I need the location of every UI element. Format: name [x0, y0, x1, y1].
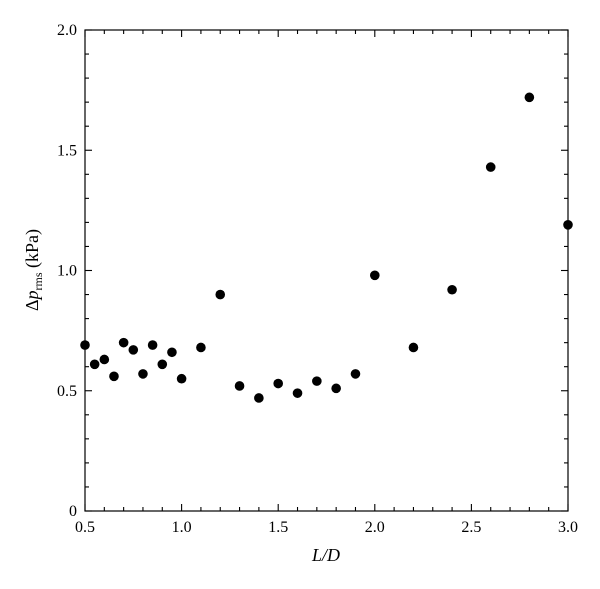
data-point — [80, 340, 90, 350]
data-point — [408, 342, 419, 353]
plot-frame — [84, 29, 569, 512]
x-tick-label: 0.5 — [75, 519, 95, 536]
data-points — [80, 92, 573, 403]
x-tick-label: 2.0 — [365, 519, 385, 536]
data-point — [147, 340, 158, 350]
data-point — [350, 369, 361, 379]
data-point — [167, 347, 177, 358]
data-point — [89, 359, 100, 370]
data-point — [196, 342, 206, 353]
y-tick-label: 1.0 — [57, 263, 77, 280]
data-point — [234, 381, 245, 391]
x-label-l: L — [311, 545, 322, 565]
x-tick-label: 3.0 — [558, 519, 578, 536]
x-label-d: D — [326, 545, 340, 565]
data-point — [254, 393, 264, 403]
y-label-unit: (kPa) — [22, 229, 43, 273]
data-point — [138, 369, 148, 379]
data-point — [312, 376, 322, 386]
x-tick-label: 2.5 — [461, 519, 481, 536]
data-point — [118, 337, 129, 348]
x-label-slash: / — [321, 545, 329, 565]
axis-tick-labels: 0.5 1.0 1.5 2.0 2.5 3.000.51.01.52.0 — [57, 22, 578, 536]
y-tick-label: 2.0 — [57, 22, 77, 39]
data-point — [485, 162, 496, 172]
axis-ticks — [84, 29, 569, 512]
data-point — [109, 371, 119, 382]
data-point — [128, 345, 139, 355]
data-point — [563, 220, 573, 230]
data-point — [99, 354, 110, 365]
x-axis-label: L/D — [311, 545, 340, 565]
data-point — [157, 359, 168, 370]
data-point — [524, 92, 535, 103]
y-label-delta: Δ — [22, 299, 42, 311]
y-label-p: p — [22, 290, 42, 301]
data-point — [292, 388, 303, 398]
data-point — [331, 383, 341, 394]
x-tick-label: 1.0 — [172, 519, 192, 536]
data-point — [273, 378, 284, 389]
y-tick-label: 0 — [69, 503, 77, 520]
data-point — [447, 284, 457, 295]
x-tick-label: 1.5 — [268, 519, 288, 536]
data-point — [215, 289, 226, 300]
y-tick-label: 1.5 — [57, 142, 77, 159]
y-label-sub: rms — [31, 272, 45, 290]
y-tick-label: 0.5 — [57, 383, 77, 400]
data-point — [176, 373, 187, 384]
data-point — [370, 270, 380, 281]
y-axis-label: Δprms (kPa) — [22, 229, 45, 311]
